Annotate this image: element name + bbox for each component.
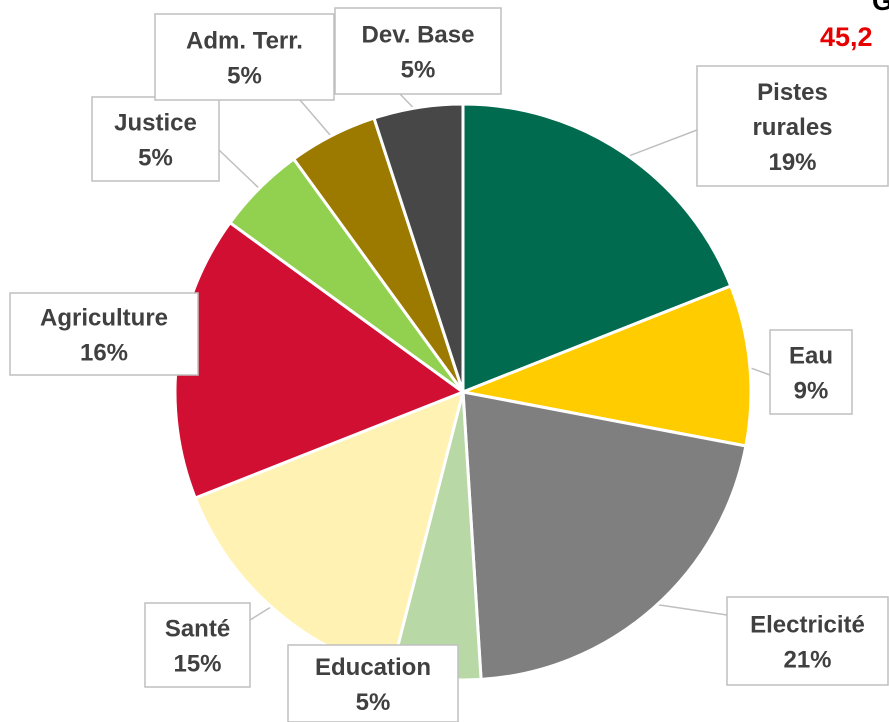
leader-line-adm-terr bbox=[299, 99, 336, 142]
data-label-box bbox=[334, 7, 502, 95]
data-label-box bbox=[9, 292, 199, 376]
slice-electricite bbox=[461, 390, 748, 681]
leader-line-pistes-rurales bbox=[621, 129, 698, 160]
data-label-category: Adm. Terr. bbox=[186, 28, 303, 55]
data-label-agriculture: Agriculture 16% bbox=[9, 292, 199, 376]
data-label-box bbox=[726, 596, 889, 686]
data-label-category: Education bbox=[315, 654, 431, 681]
data-label-pistes-rurales: Pistes rurales 19% bbox=[696, 65, 889, 187]
data-label-percent: 21% bbox=[783, 647, 831, 674]
slice-eau bbox=[461, 284, 753, 448]
data-label-electricite: Electricité 21% bbox=[726, 596, 889, 686]
data-label-adm-terr: Adm. Terr. 5% bbox=[154, 13, 335, 101]
data-label-box bbox=[154, 13, 335, 101]
slice-dev-base bbox=[372, 102, 465, 394]
data-label-category: Dev. Base bbox=[362, 22, 475, 49]
data-label-percent: 5% bbox=[138, 145, 173, 172]
data-label-percent: 5% bbox=[401, 57, 436, 84]
data-label-category: Electricité bbox=[750, 612, 865, 639]
data-label-category: rurales bbox=[752, 114, 832, 141]
data-label-percent: 5% bbox=[227, 63, 262, 90]
data-label-category: Pistes bbox=[757, 79, 828, 106]
data-label-box bbox=[287, 644, 459, 722]
leader-line-justice bbox=[218, 149, 265, 194]
chart-total-fragment: 45,2 bbox=[820, 22, 873, 52]
data-label-category: Santé bbox=[165, 616, 230, 643]
data-label-box bbox=[144, 602, 251, 688]
data-label-category: Eau bbox=[789, 343, 833, 370]
data-label-category: Agriculture bbox=[40, 305, 168, 332]
data-label-box bbox=[769, 329, 853, 415]
pie-slices bbox=[173, 102, 753, 682]
data-label-category: Justice bbox=[114, 110, 197, 137]
data-label-sante: Santé 15% bbox=[144, 602, 251, 688]
data-label-percent: 9% bbox=[794, 378, 829, 405]
data-labels: Pistes rurales 19% Eau 9% Electricité 21% Educa… bbox=[9, 7, 889, 722]
data-label-percent: 5% bbox=[356, 689, 391, 716]
slice-pistes-rurales bbox=[461, 102, 733, 394]
leader-line-electricite bbox=[649, 602, 728, 616]
data-label-box bbox=[696, 65, 889, 187]
data-label-percent: 15% bbox=[173, 651, 221, 678]
data-label-eau: Eau 9% bbox=[769, 329, 853, 415]
data-label-justice: Justice 5% bbox=[91, 96, 220, 182]
data-label-box bbox=[91, 96, 220, 182]
chart-title-fragment: G bbox=[872, 0, 889, 16]
data-label-dev-base: Dev. Base 5% bbox=[334, 7, 502, 95]
data-label-percent: 19% bbox=[768, 149, 816, 176]
data-label-percent: 16% bbox=[80, 340, 128, 367]
data-label-education: Education 5% bbox=[287, 644, 459, 722]
